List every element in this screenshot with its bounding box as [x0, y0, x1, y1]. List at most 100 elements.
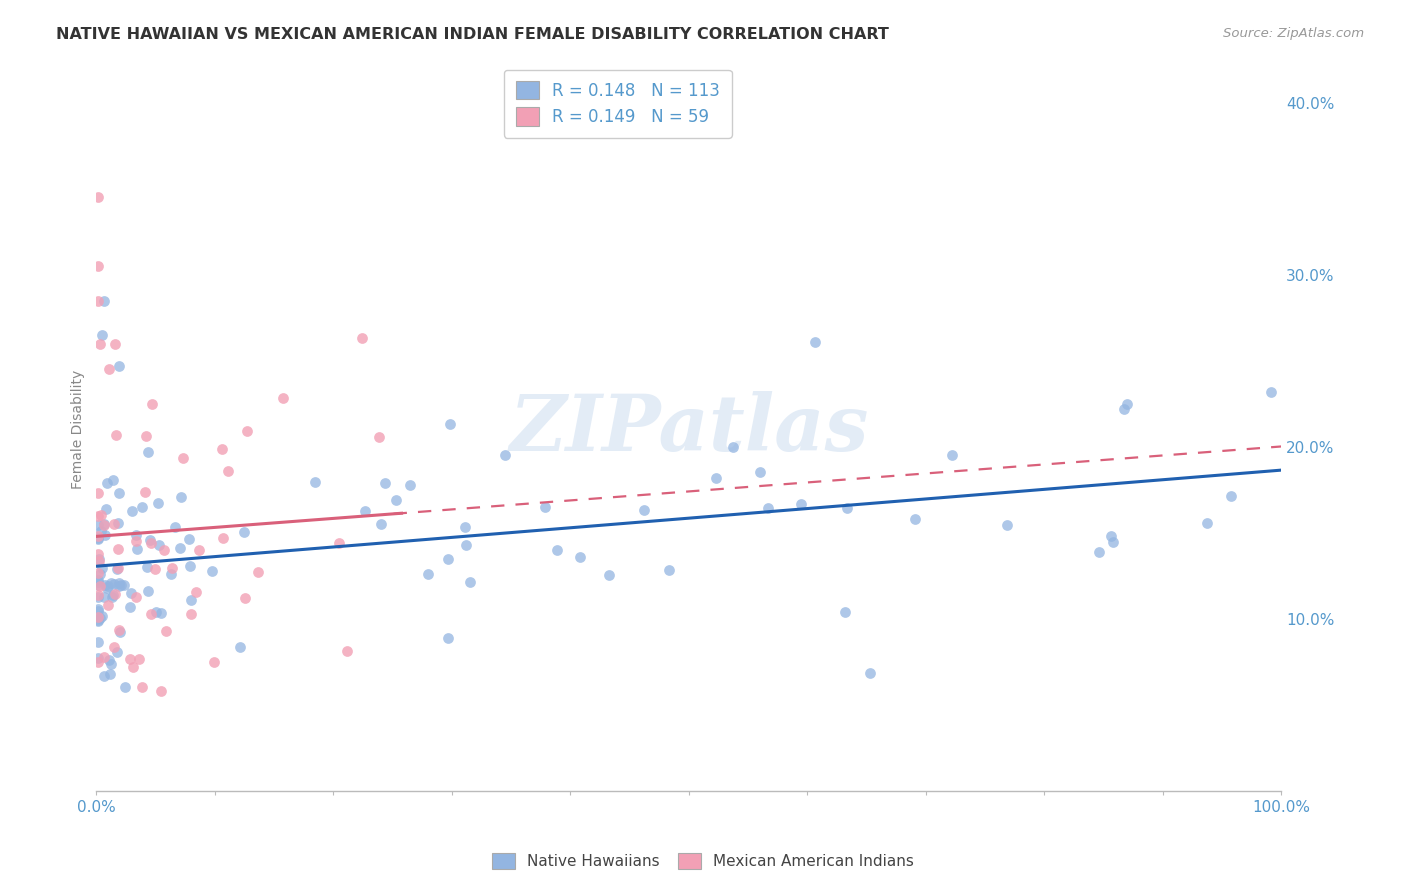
Point	[941, 448, 963, 462]
Point	[748, 465, 770, 479]
Point	[804, 334, 827, 349]
Point	[172, 450, 194, 465]
Point	[90, 609, 112, 624]
Point	[98, 362, 121, 376]
Point	[1219, 489, 1241, 503]
Point	[120, 585, 142, 599]
Point	[108, 486, 131, 500]
Point	[121, 504, 143, 518]
Point	[439, 417, 461, 431]
Point	[97, 579, 120, 593]
Point	[87, 552, 110, 566]
Point	[271, 391, 294, 405]
Point	[859, 665, 882, 680]
Point	[150, 606, 173, 620]
Point	[94, 578, 117, 592]
Point	[131, 500, 153, 514]
Point	[86, 508, 108, 523]
Point	[107, 561, 129, 575]
Point	[374, 476, 396, 491]
Point	[353, 504, 375, 518]
Point	[136, 560, 159, 574]
Point	[86, 575, 108, 590]
Point	[169, 490, 191, 504]
Point	[456, 538, 478, 552]
Point	[163, 520, 186, 534]
Point	[141, 536, 163, 550]
Point	[150, 683, 173, 698]
Point	[533, 500, 555, 514]
Point	[86, 532, 108, 546]
Point	[437, 552, 460, 566]
Point	[87, 554, 110, 568]
Point	[1088, 544, 1111, 558]
Point	[385, 492, 408, 507]
Point	[160, 561, 183, 575]
Point	[120, 651, 142, 665]
Point	[104, 587, 127, 601]
Point	[135, 429, 157, 443]
Point	[105, 645, 128, 659]
Point	[114, 681, 136, 695]
Point	[110, 625, 132, 640]
Point	[104, 336, 127, 351]
Point	[125, 590, 148, 604]
Point	[105, 428, 128, 442]
Point	[153, 543, 176, 558]
Point	[91, 560, 114, 574]
Point	[112, 578, 135, 592]
Point	[97, 598, 120, 612]
Point	[107, 516, 129, 530]
Point	[903, 512, 925, 526]
Point	[125, 528, 148, 542]
Point	[110, 578, 132, 592]
Point	[399, 477, 422, 491]
Point	[202, 655, 225, 669]
Point	[368, 430, 391, 444]
Point	[146, 496, 169, 510]
Point	[188, 543, 211, 558]
Point	[494, 448, 516, 462]
Text: NATIVE HAWAIIAN VS MEXICAN AMERICAN INDIAN FEMALE DISABILITY CORRELATION CHART: NATIVE HAWAIIAN VS MEXICAN AMERICAN INDI…	[56, 27, 889, 42]
Point	[100, 591, 122, 605]
Point	[86, 609, 108, 624]
Point	[103, 640, 125, 654]
Point	[90, 508, 112, 522]
Point	[91, 328, 114, 343]
Point	[93, 516, 115, 531]
Point	[370, 516, 392, 531]
Point	[93, 649, 115, 664]
Point	[211, 442, 233, 457]
Point	[633, 503, 655, 517]
Point	[246, 566, 269, 580]
Point	[107, 576, 129, 591]
Point	[103, 588, 125, 602]
Point	[352, 331, 374, 345]
Point	[180, 593, 202, 607]
Point	[598, 567, 620, 582]
Point	[86, 529, 108, 543]
Point	[437, 632, 460, 646]
Point	[416, 567, 439, 582]
Point	[89, 611, 111, 625]
Point	[96, 475, 118, 490]
Point	[86, 614, 108, 628]
Point	[100, 657, 122, 671]
Point	[93, 293, 115, 308]
Point	[217, 464, 239, 478]
Point	[86, 650, 108, 665]
Point	[89, 579, 111, 593]
Point	[180, 607, 202, 621]
Point	[86, 614, 108, 628]
Point	[103, 577, 125, 591]
Text: Source: ZipAtlas.com: Source: ZipAtlas.com	[1223, 27, 1364, 40]
Point	[86, 573, 108, 587]
Point	[86, 604, 108, 618]
Point	[328, 536, 350, 550]
Point	[179, 532, 201, 546]
Point	[87, 518, 110, 533]
Point	[86, 602, 108, 616]
Point	[1260, 385, 1282, 400]
Point	[121, 660, 143, 674]
Point	[89, 336, 111, 351]
